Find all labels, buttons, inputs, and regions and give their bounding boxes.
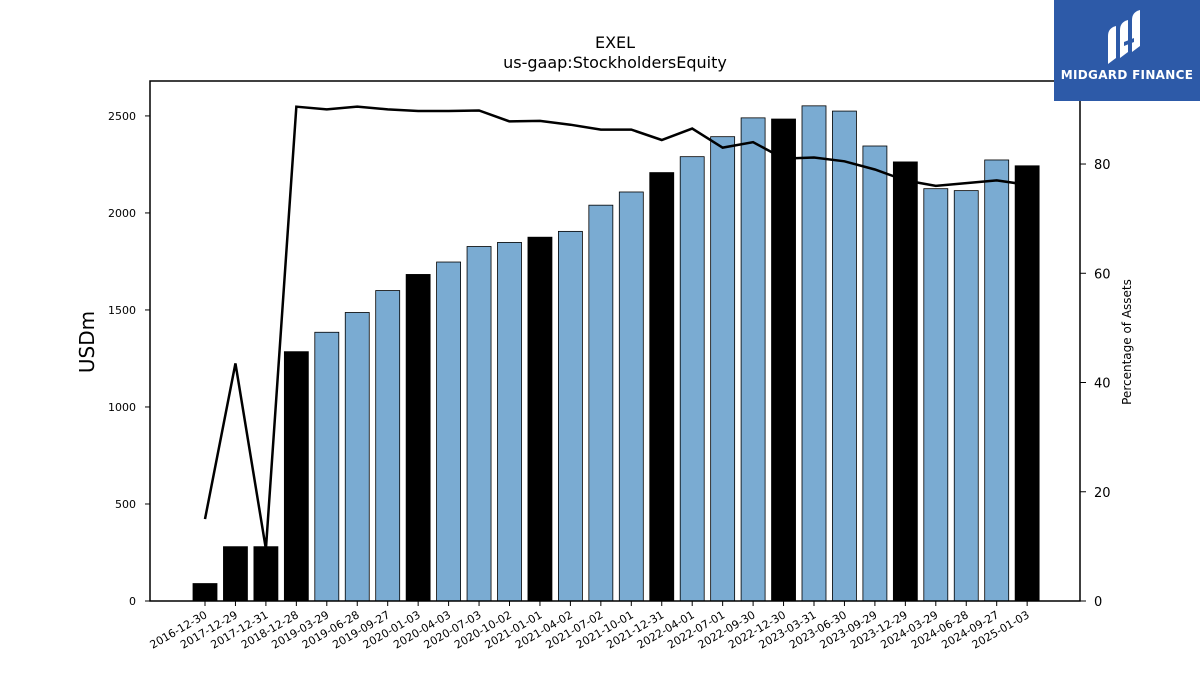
bar-2019-06-28 bbox=[344, 312, 370, 602]
y-tick-label: 1000 bbox=[108, 401, 136, 414]
bar-2022-04-01 bbox=[679, 156, 705, 602]
bar-2020-10-02 bbox=[497, 242, 522, 602]
y-tick-label: 2500 bbox=[108, 110, 136, 123]
line-group bbox=[203, 105, 1028, 550]
y2-tick-label: 20 bbox=[1094, 486, 1111, 501]
chart-subtitle: us-gaap:StockholdersEquity bbox=[503, 53, 727, 72]
bar-2025-01-03 bbox=[1014, 165, 1040, 602]
x-axis: 2016-12-302017-12-292017-12-312018-12-28… bbox=[148, 601, 1032, 652]
y-tick-label: 1500 bbox=[108, 304, 136, 317]
y-tick-label: 2000 bbox=[108, 207, 136, 220]
bar-2024-03-29 bbox=[923, 188, 949, 602]
logo-mark-icon bbox=[1108, 10, 1140, 64]
bar-2021-04-02 bbox=[558, 230, 583, 602]
bar-2023-12-29 bbox=[892, 161, 918, 602]
bar-2021-12-31 bbox=[649, 172, 675, 602]
bar-2019-09-27 bbox=[375, 290, 401, 602]
bar-2021-07-02 bbox=[588, 204, 614, 602]
logo-text: MIDGARD FINANCE bbox=[1060, 68, 1194, 82]
y2-tick-label: 40 bbox=[1094, 377, 1111, 392]
y-tick-label: 0 bbox=[129, 595, 136, 608]
bar-2019-03-29 bbox=[314, 331, 340, 602]
y-axis-label: USDm bbox=[75, 311, 99, 373]
bar-2018-12-28 bbox=[283, 351, 309, 602]
bar-2023-06-30 bbox=[832, 110, 857, 602]
bar-2024-09-27 bbox=[984, 159, 1010, 602]
bar-2022-09-30 bbox=[740, 117, 766, 602]
y-axis: 0 500 1000 1500 2000 2500 bbox=[108, 110, 150, 608]
y2-axis: 0 20 40 60 80 bbox=[1080, 158, 1111, 610]
bar-2023-03-31 bbox=[801, 105, 827, 602]
bar-2020-04-03 bbox=[436, 261, 462, 602]
bar-2024-06-28 bbox=[953, 190, 979, 602]
bar-2023-09-29 bbox=[862, 145, 888, 602]
plot-frame bbox=[149, 80, 1081, 602]
bar-2017-12-31 bbox=[253, 546, 279, 602]
bar-2022-12-30 bbox=[771, 118, 796, 602]
bar-2016-12-30 bbox=[192, 583, 218, 602]
bars-group bbox=[192, 105, 1040, 602]
y2-tick-label: 60 bbox=[1094, 267, 1111, 282]
pct-assets-line bbox=[203, 105, 1028, 550]
y2-axis-label: Percentage of Assets bbox=[1120, 279, 1134, 405]
bar-2021-10-01 bbox=[618, 191, 644, 602]
y2-tick-label: 80 bbox=[1094, 158, 1111, 173]
bar-2021-01-01 bbox=[527, 236, 553, 602]
bar-2022-07-01 bbox=[710, 136, 736, 602]
bar-2020-07-03 bbox=[466, 246, 492, 602]
y-tick-label: 500 bbox=[115, 498, 136, 511]
bar-2017-12-29 bbox=[223, 546, 248, 602]
brand-logo: MIDGARD FINANCE bbox=[1054, 0, 1200, 101]
y2-tick-label: 0 bbox=[1094, 595, 1102, 610]
bar-2020-01-03 bbox=[405, 274, 431, 602]
chart-title: EXEL bbox=[595, 33, 635, 52]
